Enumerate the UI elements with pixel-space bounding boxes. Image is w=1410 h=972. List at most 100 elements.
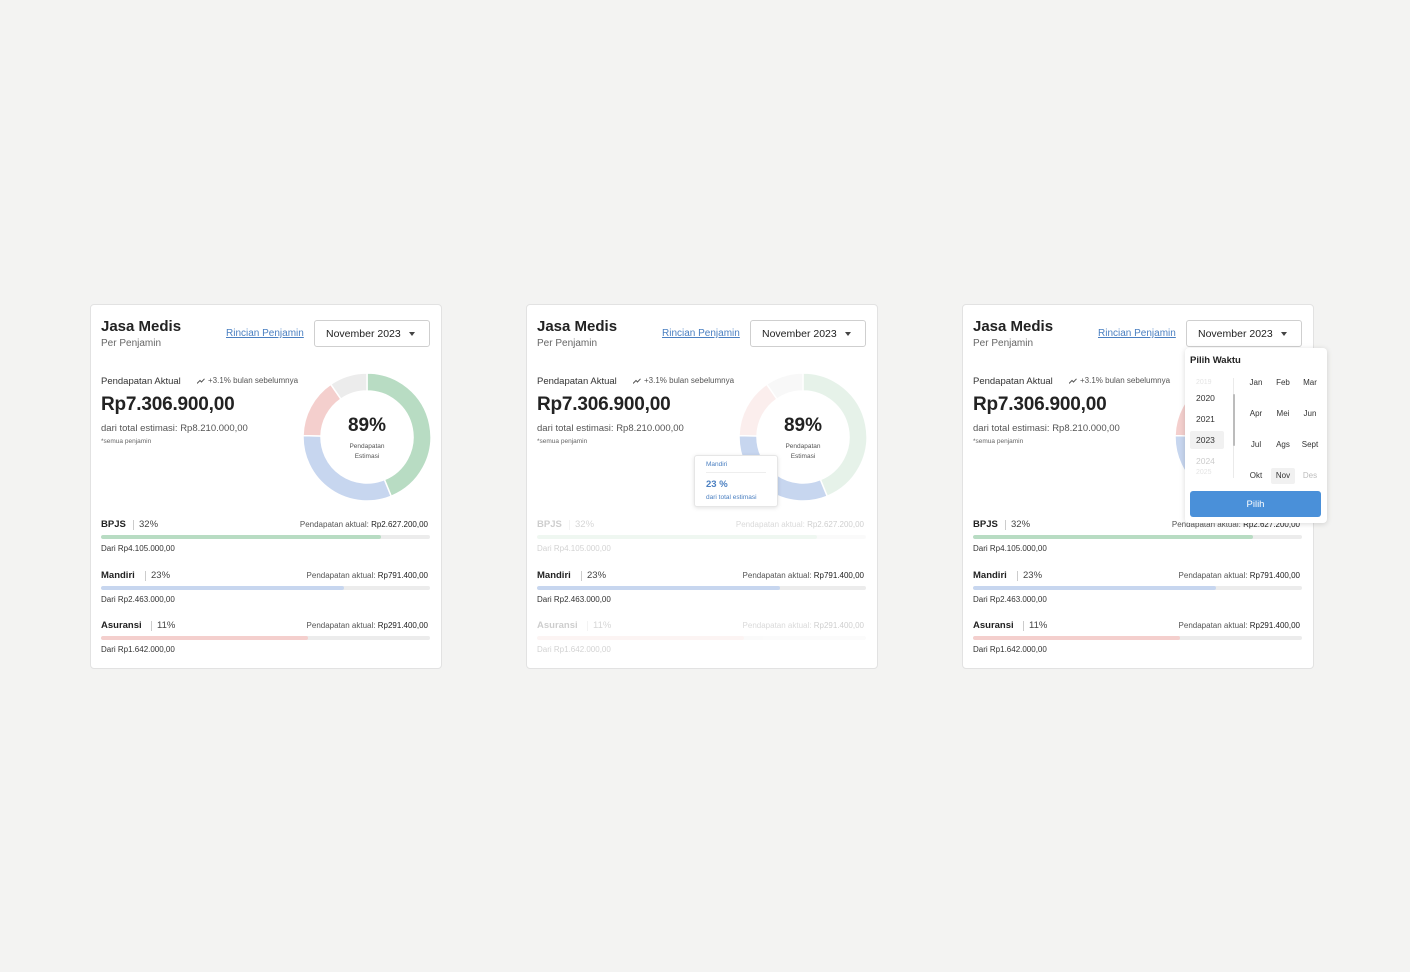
- month-dropdown[interactable]: November 2023: [750, 320, 866, 347]
- penjamin-percent: 23%: [1023, 570, 1043, 581]
- month-option[interactable]: Mei: [1276, 409, 1290, 418]
- tooltip-name: Mandiri: [706, 461, 728, 468]
- progress-fill: [973, 535, 1253, 539]
- month-option[interactable]: Jul: [1250, 440, 1262, 449]
- month-dropdown[interactable]: November 2023: [314, 320, 430, 347]
- month-option[interactable]: Des: [1302, 471, 1318, 480]
- donut-slice-lainnya[interactable]: [329, 372, 368, 401]
- penjamin-row[interactable]: Asuransi 11% Pendapatan aktual: Rp291.400,…: [101, 620, 430, 666]
- penjamin-estimate: Dari Rp2.463.000,00: [973, 595, 1047, 604]
- penjamin-actual: Pendapatan aktual: Rp791.400,00: [1179, 571, 1300, 580]
- penjamin-actual: Pendapatan aktual: Rp291.400,00: [743, 621, 864, 630]
- estimate-text: dari total estimasi: Rp8.210.000,00: [973, 423, 1120, 434]
- penjamin-percent: 23%: [151, 570, 171, 581]
- penjamin-row[interactable]: Mandiri 23% Pendapatan aktual: Rp791.400,0…: [973, 570, 1302, 616]
- penjamin-percent: 32%: [139, 519, 159, 530]
- actual-value: Rp291.400,00: [813, 621, 864, 630]
- progress-fill: [537, 586, 781, 590]
- actual-amount: Rp7.306.900,00: [101, 394, 235, 415]
- month-dropdown-value: November 2023: [1198, 327, 1273, 340]
- progress-fill: [537, 535, 817, 539]
- row-separator: [1005, 520, 1006, 530]
- row-separator: [151, 621, 152, 631]
- card-subtitle: Per Penjamin: [101, 338, 162, 349]
- penjamin-estimate: Dari Rp1.642.000,00: [537, 645, 611, 654]
- penjamin-actual: Pendapatan aktual: Rp2.627.200,00: [300, 520, 428, 529]
- actual-amount: Rp7.306.900,00: [537, 394, 671, 415]
- penjamin-actual: Pendapatan aktual: Rp291.400,00: [1179, 621, 1300, 630]
- penjamin-percent: 11%: [1029, 620, 1048, 631]
- penjamin-percent: 11%: [593, 620, 612, 631]
- year-option[interactable]: 2024: [1196, 456, 1215, 466]
- penjamin-name: Asuransi: [101, 620, 142, 631]
- rincian-penjamin-link[interactable]: Rincian Penjamin: [226, 328, 304, 339]
- month-option[interactable]: Okt: [1249, 471, 1263, 480]
- tooltip-subtext: dari total estimasi: [706, 494, 757, 501]
- year-option[interactable]: 2023: [1190, 431, 1224, 449]
- month-option[interactable]: Jun: [1303, 409, 1317, 418]
- rincian-penjamin-link[interactable]: Rincian Penjamin: [662, 328, 740, 339]
- progress-track: [537, 586, 866, 590]
- penjamin-estimate: Dari Rp4.105.000,00: [973, 544, 1047, 553]
- month-option[interactable]: Jan: [1249, 378, 1263, 387]
- month-option[interactable]: Feb: [1276, 378, 1290, 387]
- penjamin-estimate: Dari Rp1.642.000,00: [101, 645, 175, 654]
- month-dropdown[interactable]: November 2023: [1186, 320, 1302, 347]
- footnote: *semua penjamin: [973, 438, 1024, 445]
- penjamin-row[interactable]: Asuransi 11% Pendapatan aktual: Rp291.400,…: [537, 620, 866, 666]
- actual-value: Rp791.400,00: [813, 571, 864, 580]
- penjamin-row[interactable]: Mandiri 23% Pendapatan aktual: Rp791.400,0…: [537, 570, 866, 616]
- donut-center-value: 89%: [347, 415, 387, 436]
- penjamin-name: Mandiri: [973, 570, 1007, 581]
- actual-value: Rp2.627.200,00: [371, 520, 428, 529]
- year-option[interactable]: 2021: [1196, 414, 1215, 424]
- penjamin-row[interactable]: BPJS 32% Pendapatan aktual: Rp2.627.200,00…: [537, 519, 866, 565]
- month-option[interactable]: Mar: [1303, 378, 1317, 387]
- progress-fill: [973, 586, 1217, 590]
- penjamin-name: Mandiri: [537, 570, 571, 581]
- actual-label: Pendapatan aktual:: [1178, 571, 1248, 580]
- trend-text: +3.1% bulan sebelumnya: [208, 376, 299, 385]
- year-option[interactable]: 2020: [1196, 393, 1215, 403]
- caret-down-icon: [845, 332, 851, 336]
- trend-indicator: +3.1% bulan sebelumnya: [197, 376, 298, 385]
- tooltip-divider: [706, 472, 766, 473]
- year-option[interactable]: 2025: [1196, 468, 1212, 476]
- penjamin-row[interactable]: BPJS 32% Pendapatan aktual: Rp2.627.200,00…: [973, 519, 1302, 565]
- penjamin-name: Asuransi: [537, 620, 578, 631]
- penjamin-estimate: Dari Rp4.105.000,00: [101, 544, 175, 553]
- month-option[interactable]: Nov: [1271, 468, 1295, 484]
- estimate-text: dari total estimasi: Rp8.210.000,00: [537, 423, 684, 434]
- month-option[interactable]: Apr: [1249, 409, 1263, 418]
- tooltip-percent: 23 %: [706, 479, 728, 490]
- penjamin-actual: Pendapatan aktual: Rp2.627.200,00: [736, 520, 864, 529]
- actual-label: Pendapatan aktual:: [299, 520, 369, 529]
- donut-slice-asuransi[interactable]: [738, 383, 778, 437]
- trend-up-icon: [197, 377, 205, 384]
- year-option[interactable]: 2019: [1196, 378, 1212, 386]
- actual-value: Rp791.400,00: [1249, 571, 1300, 580]
- penjamin-row[interactable]: Asuransi 11% Pendapatan aktual: Rp291.400,…: [973, 620, 1302, 666]
- month-option[interactable]: Sept: [1301, 440, 1319, 449]
- month-dropdown-value: November 2023: [326, 327, 401, 340]
- penjamin-estimate: Dari Rp2.463.000,00: [537, 595, 611, 604]
- footnote: *semua penjamin: [537, 438, 588, 445]
- row-separator: [145, 571, 146, 581]
- progress-track: [537, 636, 866, 640]
- donut-slice-lainnya[interactable]: [765, 372, 804, 401]
- progress-track: [973, 586, 1302, 590]
- rincian-penjamin-link[interactable]: Rincian Penjamin: [1098, 328, 1176, 339]
- card-title: Jasa Medis: [537, 318, 618, 335]
- pilih-button[interactable]: Pilih: [1190, 491, 1321, 517]
- actual-income-label: Pendapatan Aktual: [973, 376, 1053, 387]
- month-year-picker: Pilih Waktu 2019 2020 2021 2023 2024 2025 Jan…: [1185, 348, 1327, 523]
- actual-value: Rp291.400,00: [377, 621, 428, 630]
- row-separator: [569, 520, 570, 530]
- chart-tooltip: Mandiri 23 % dari total estimasi: [694, 455, 778, 507]
- month-option[interactable]: Ags: [1276, 440, 1290, 449]
- actual-label: Pendapatan aktual:: [742, 621, 812, 630]
- year-scrollbar[interactable]: [1233, 394, 1235, 446]
- penjamin-row[interactable]: BPJS 32% Pendapatan aktual: Rp2.627.200,00…: [101, 519, 430, 565]
- penjamin-row[interactable]: Mandiri 23% Pendapatan aktual: Rp791.400,0…: [101, 570, 430, 616]
- actual-value: Rp2.627.200,00: [1243, 520, 1300, 529]
